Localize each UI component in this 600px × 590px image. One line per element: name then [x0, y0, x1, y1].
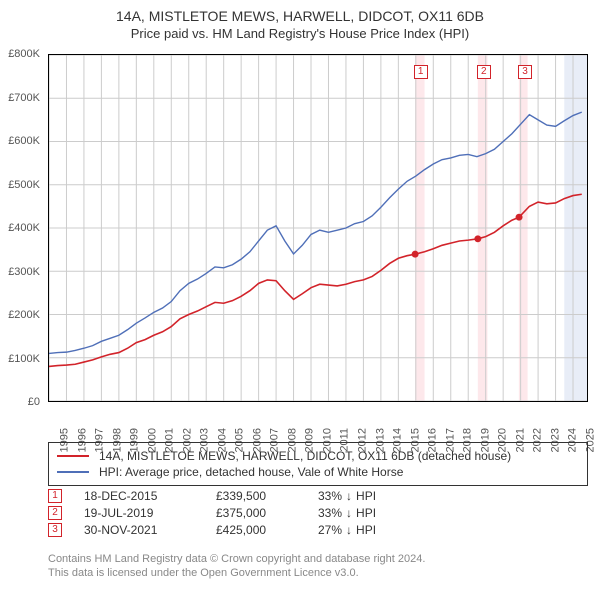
- y-tick-label: £500K: [8, 179, 40, 191]
- chart-marker-3: 3: [518, 65, 532, 79]
- footer-line1: Contains HM Land Registry data © Crown c…: [48, 552, 588, 566]
- arrow-down-icon: ↓: [346, 489, 352, 503]
- arrow-down-icon: ↓: [346, 506, 352, 520]
- datapoint-marker: 1: [48, 489, 62, 503]
- diff-vs: HPI: [356, 506, 376, 520]
- footer-line2: This data is licensed under the Open Gov…: [48, 566, 588, 580]
- diff-pct: 27%: [318, 523, 342, 537]
- series-hpi: [49, 112, 582, 353]
- legend-item: HPI: Average price, detached house, Vale…: [57, 465, 579, 479]
- legend-item: 14A, MISTLETOE MEWS, HARWELL, DIDCOT, OX…: [57, 449, 579, 463]
- diff-vs: HPI: [356, 489, 376, 503]
- y-tick-label: £800K: [8, 48, 40, 60]
- sale-point-3: [516, 214, 523, 221]
- series-price-paid: [49, 194, 582, 366]
- diff-vs: HPI: [356, 523, 376, 537]
- chart-area: 1 2 3: [48, 54, 588, 402]
- datapoint-marker: 2: [48, 506, 62, 520]
- title-sub: Price paid vs. HM Land Registry's House …: [10, 26, 590, 41]
- datapoint-diff: 33% ↓ HPI: [318, 506, 376, 520]
- sale-point-1: [412, 251, 419, 258]
- title-block: 14A, MISTLETOE MEWS, HARWELL, DIDCOT, OX…: [0, 0, 600, 45]
- y-tick-label: £600K: [8, 135, 40, 147]
- footer: Contains HM Land Registry data © Crown c…: [48, 552, 588, 581]
- datapoint-date: 30-NOV-2021: [84, 523, 194, 537]
- datapoint-date: 19-JUL-2019: [84, 506, 194, 520]
- sale-point-2: [474, 235, 481, 242]
- chart-marker-2: 2: [477, 65, 491, 79]
- arrow-down-icon: ↓: [346, 523, 352, 537]
- chart-marker-1: 1: [414, 65, 428, 79]
- datapoint-diff: 33% ↓ HPI: [318, 489, 376, 503]
- datapoints-table: 1 18-DEC-2015 £339,500 33% ↓ HPI 2 19-JUL-2019 £…: [48, 486, 588, 540]
- diff-pct: 33%: [318, 506, 342, 520]
- x-axis: 1995199619971998199920002001200220032004…: [48, 404, 588, 440]
- root: 14A, MISTLETOE MEWS, HARWELL, DIDCOT, OX…: [0, 0, 600, 590]
- chart-svg: [49, 55, 587, 401]
- legend-label: 14A, MISTLETOE MEWS, HARWELL, DIDCOT, OX…: [99, 449, 511, 463]
- datapoint-price: £339,500: [216, 489, 296, 503]
- legend-swatch: [57, 455, 89, 457]
- y-axis: £0£100K£200K£300K£400K£500K£600K£700K£80…: [0, 54, 44, 402]
- y-tick-label: £100K: [8, 353, 40, 365]
- legend-label: HPI: Average price, detached house, Vale…: [99, 465, 403, 479]
- datapoint-marker: 3: [48, 523, 62, 537]
- y-tick-label: £300K: [8, 266, 40, 278]
- legend: 14A, MISTLETOE MEWS, HARWELL, DIDCOT, OX…: [48, 442, 588, 486]
- datapoint-diff: 27% ↓ HPI: [318, 523, 376, 537]
- y-tick-label: £400K: [8, 222, 40, 234]
- datapoint-row: 2 19-JUL-2019 £375,000 33% ↓ HPI: [48, 506, 588, 520]
- diff-pct: 33%: [318, 489, 342, 503]
- y-tick-label: £700K: [8, 92, 40, 104]
- datapoint-price: £425,000: [216, 523, 296, 537]
- y-tick-label: £0: [28, 396, 40, 408]
- datapoint-price: £375,000: [216, 506, 296, 520]
- datapoint-row: 3 30-NOV-2021 £425,000 27% ↓ HPI: [48, 523, 588, 537]
- datapoint-row: 1 18-DEC-2015 £339,500 33% ↓ HPI: [48, 489, 588, 503]
- y-tick-label: £200K: [8, 309, 40, 321]
- title-main: 14A, MISTLETOE MEWS, HARWELL, DIDCOT, OX…: [10, 8, 590, 24]
- datapoint-date: 18-DEC-2015: [84, 489, 194, 503]
- legend-swatch: [57, 471, 89, 473]
